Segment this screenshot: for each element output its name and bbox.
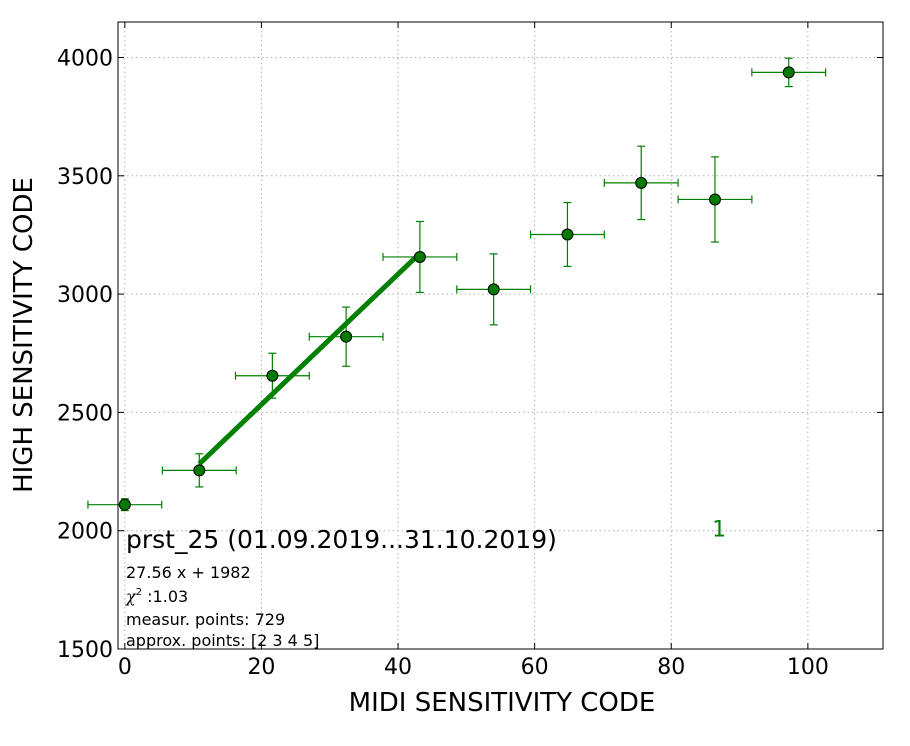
- x-tick-label: 60: [521, 655, 549, 680]
- x-axis-label: MIDI SENSITIVITY CODE: [349, 688, 656, 718]
- data-point: [193, 464, 206, 477]
- annotation-approx-points: approx. points: [2 3 4 5]: [126, 631, 319, 650]
- data-point: [266, 369, 279, 382]
- y-tick-label: 4000: [57, 46, 113, 71]
- annotation-title: prst_25 (01.09.2019...31.10.2019): [126, 525, 557, 554]
- data-point-group: [529, 201, 605, 268]
- annotation-chi2: χ2 :1.03: [125, 587, 188, 606]
- data-point: [487, 283, 500, 296]
- data-point: [782, 66, 795, 79]
- data-points: [87, 57, 827, 512]
- fit-line-group: [197, 251, 422, 466]
- data-point: [635, 176, 648, 189]
- data-point-group: [603, 145, 679, 221]
- x-tick-label: 0: [118, 655, 132, 680]
- data-point-group: [456, 253, 532, 326]
- x-tick-label: 100: [787, 655, 829, 680]
- chi-superscript: 2: [136, 587, 142, 598]
- x-tick-label: 40: [384, 655, 412, 680]
- data-point: [561, 228, 574, 241]
- x-tick-label: 20: [247, 655, 275, 680]
- y-tick-label: 2000: [57, 520, 113, 545]
- data-point-group: [751, 57, 827, 88]
- data-point: [413, 250, 426, 263]
- series-tag: 1: [712, 517, 726, 542]
- data-point-group: [161, 453, 237, 488]
- data-point-group: [677, 156, 753, 243]
- data-point: [340, 330, 353, 343]
- annotation-measur-points: measur. points: 729: [126, 610, 285, 629]
- x-tick-label: 80: [657, 655, 685, 680]
- y-tick-label: 2500: [57, 401, 113, 426]
- data-point-group: [382, 220, 458, 294]
- annotation-formula: 27.56 x + 1982: [126, 563, 251, 582]
- y-tick-label: 3000: [57, 283, 113, 308]
- fit-line: [197, 251, 422, 466]
- data-point: [708, 193, 721, 206]
- y-tick-label: 1500: [57, 638, 113, 663]
- plot-frame: [117, 21, 884, 650]
- x-axis-ticks: 0 20 40 60 80 100: [118, 22, 829, 680]
- chi-symbol: χ: [125, 587, 137, 606]
- y-axis-label: HIGH SENSITIVITY CODE: [9, 177, 39, 493]
- data-point-group: [234, 352, 310, 399]
- chi-value: :1.03: [142, 587, 188, 606]
- y-tick-label: 3500: [57, 165, 113, 190]
- y-axis-ticks: 1500 2000 2500 3000 3500 4000: [57, 46, 883, 663]
- grid: [118, 22, 883, 650]
- data-point: [118, 498, 131, 511]
- data-point-group: [308, 306, 384, 367]
- data-point-group: [87, 498, 163, 512]
